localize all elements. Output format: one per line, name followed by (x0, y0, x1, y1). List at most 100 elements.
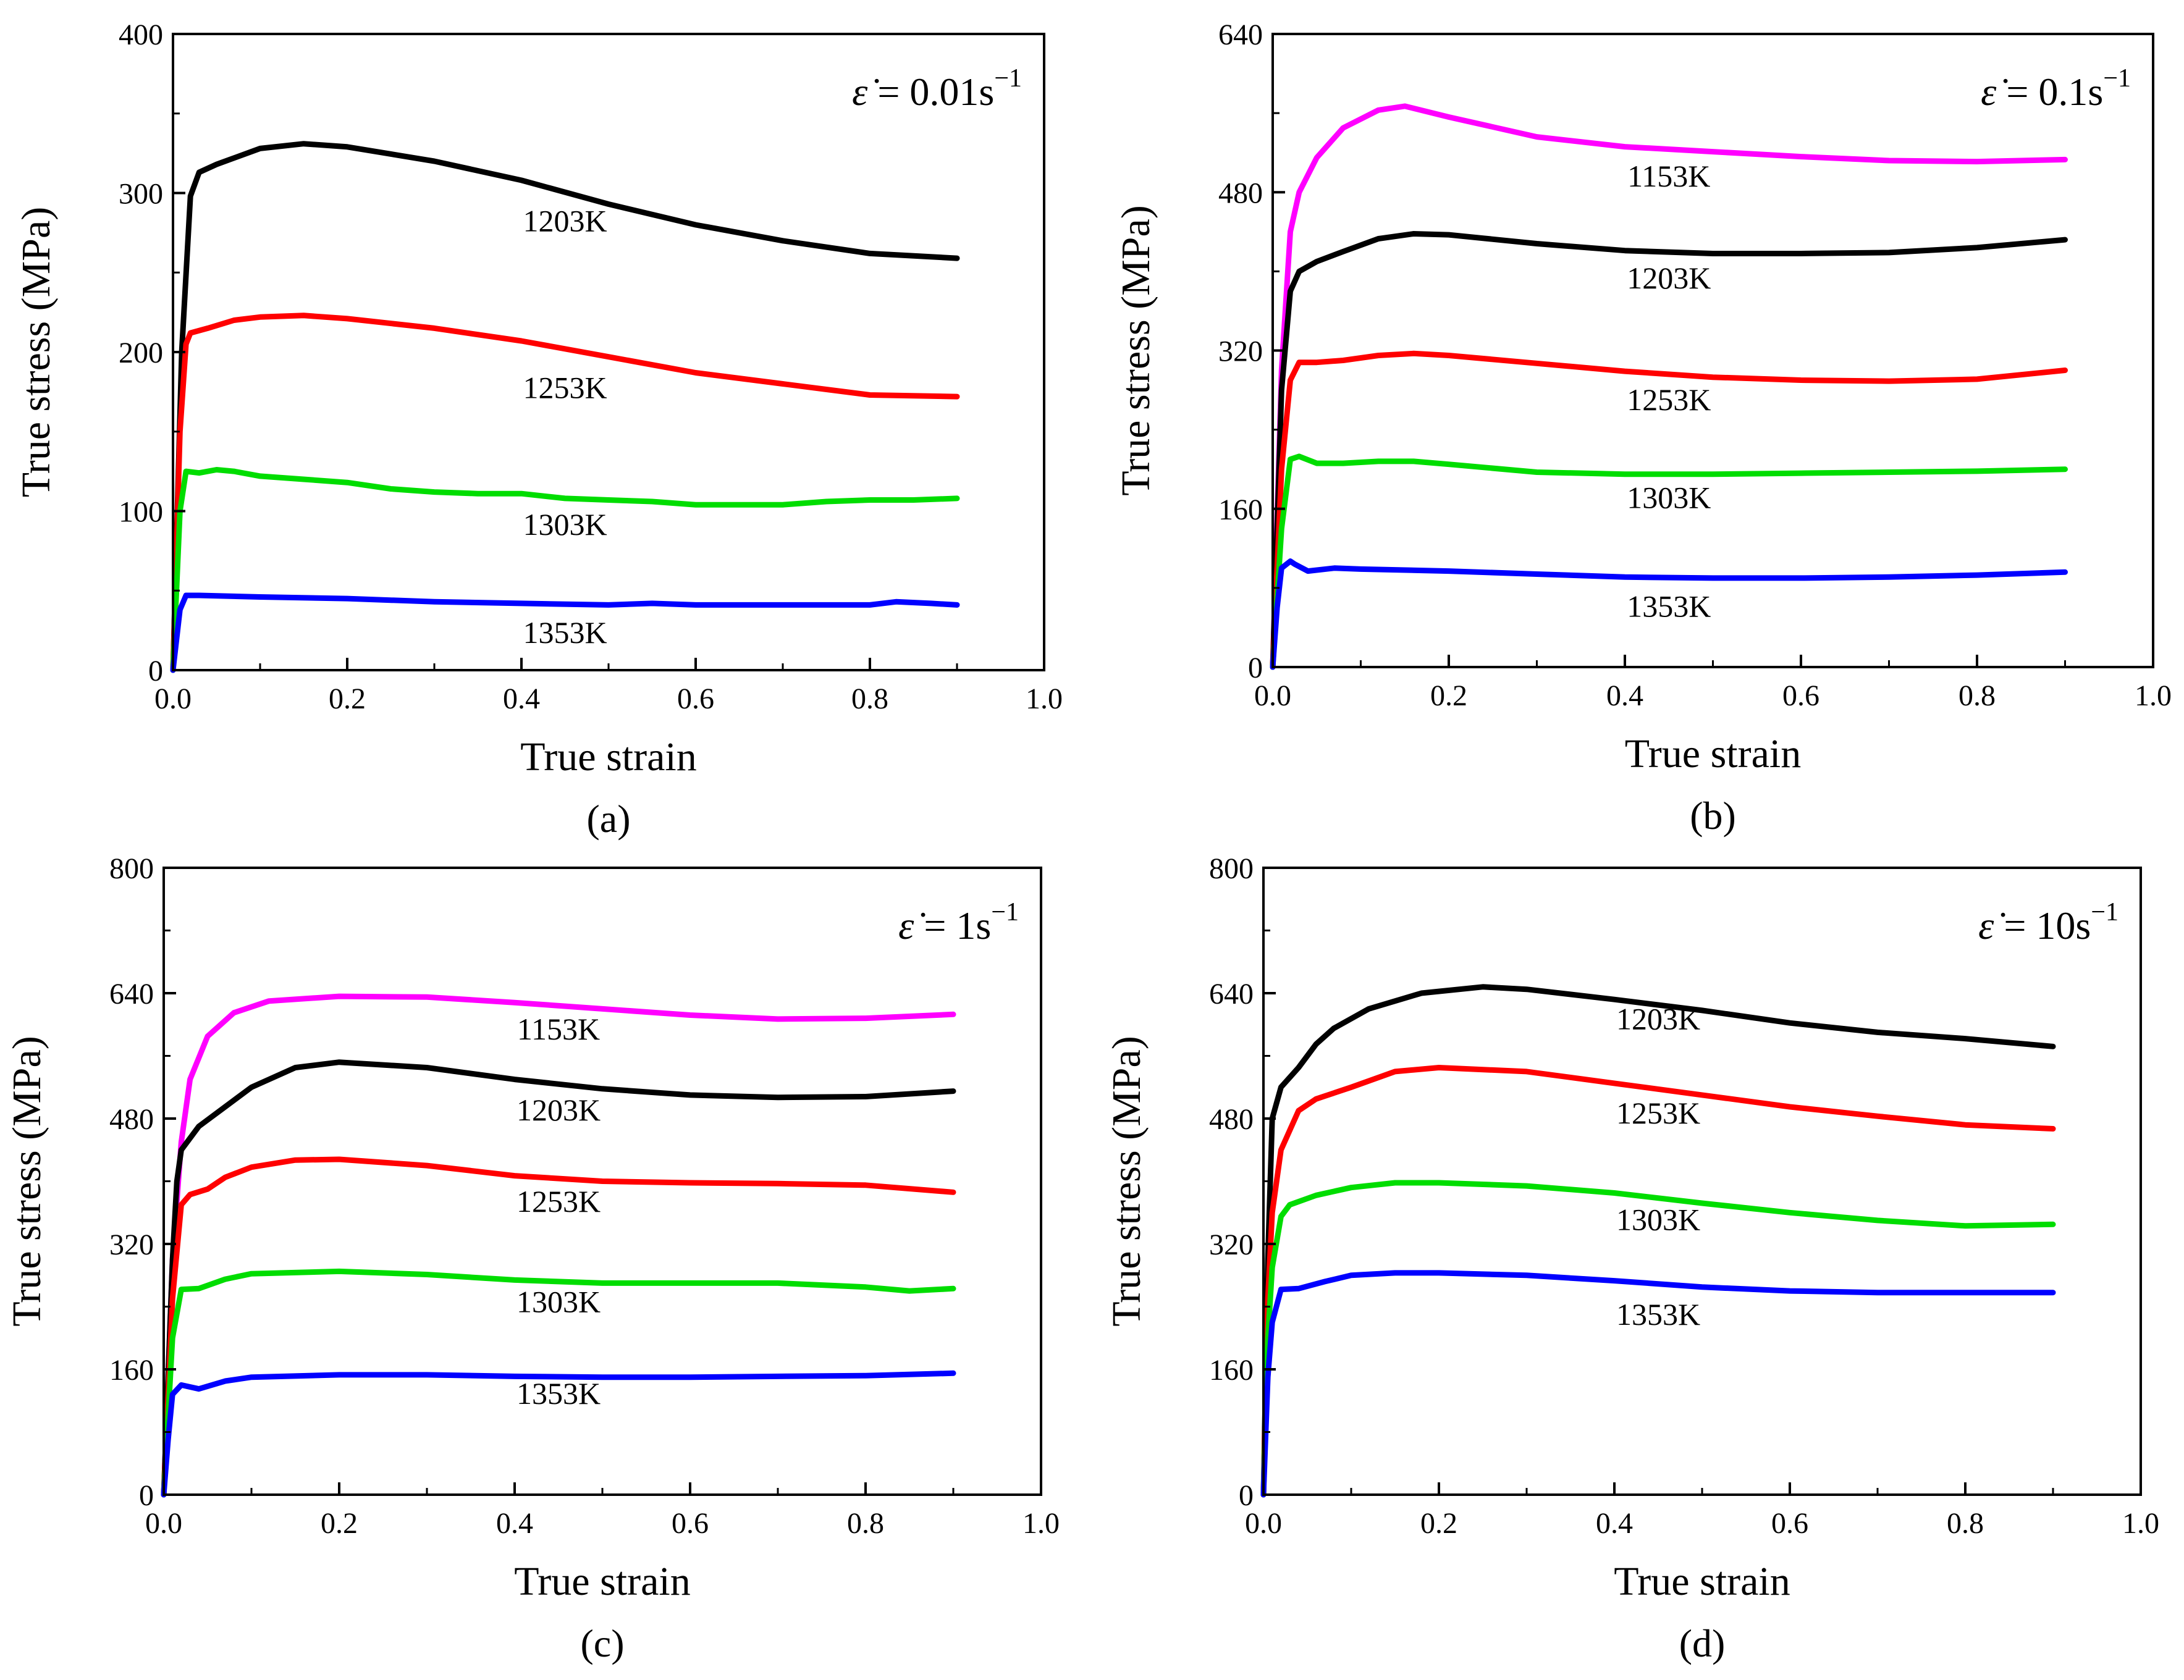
y-axis-title: True stress (MPa) (1113, 205, 1158, 496)
panels: 0.0 0.2 0.4 0.6 0.8 1.0 0 100 200 300 400 1203K 1253… (4, 19, 2172, 1665)
series-line-1253K (161, 1156, 956, 1498)
y-tick-label: 480 (1218, 177, 1263, 209)
x-axis-title: True strain (514, 1559, 690, 1604)
strain-rate-exponent: −1 (2103, 64, 2131, 93)
y-axis-title: True stress (MPa) (1104, 1036, 1149, 1327)
y-axis-title: True stress (MPa) (14, 207, 59, 498)
y-tick-label: 0 (139, 1479, 154, 1512)
series-label-1353K: 1353K (1616, 1297, 1700, 1332)
series-line-1203K (1260, 984, 2056, 1498)
y-tick-label: 0 (148, 655, 163, 687)
chart-panel-a: 0.0 0.2 0.4 0.6 0.8 1.0 0 100 200 300 400 1203K 1253… (14, 19, 1063, 841)
y-tick-label: 160 (1209, 1354, 1254, 1387)
y-tick-label: 0 (1239, 1479, 1254, 1512)
strain-rate-exponent: −1 (991, 898, 1019, 926)
x-tick-label: 0.0 (145, 1507, 182, 1540)
series-label-1203K: 1203K (523, 203, 607, 238)
y-tick-label: 320 (1209, 1228, 1254, 1261)
series-line-1153K (1270, 103, 2068, 670)
series-line-1253K (1260, 1065, 2056, 1498)
y-tick-label: 320 (109, 1228, 154, 1261)
x-tick-label: 1.0 (2135, 679, 2172, 712)
y-tick-label: 400 (119, 19, 163, 51)
series-label-1253K: 1253K (1627, 382, 1711, 417)
x-axis-title: True strain (520, 734, 696, 779)
series-label-1353K: 1353K (523, 615, 607, 650)
panel-label: (a) (586, 797, 630, 841)
strain-rate-annotation: ε̇ = 0.1s−1 (1981, 64, 2131, 114)
series-label-1253K: 1253K (516, 1184, 601, 1219)
series-line-1303K (170, 467, 960, 673)
y-tick-label: 640 (109, 978, 154, 1010)
series-label-1203K: 1203K (1616, 1002, 1700, 1036)
y-tick-label: 800 (109, 852, 154, 885)
series-line-1153K (161, 993, 956, 1498)
series-label-1303K: 1303K (523, 507, 607, 542)
x-tick-label: 0.4 (1606, 679, 1643, 712)
y-tick-label: 160 (1218, 494, 1263, 526)
panel-label: (b) (1690, 794, 1736, 838)
strain-rate-annotation: ε̇ = 10s−1 (1978, 898, 2119, 947)
y-tick-label: 640 (1209, 978, 1254, 1010)
series-line-1353K (1260, 1270, 2056, 1498)
series-line-1253K (1270, 350, 2068, 670)
strain-rate-exponent: −1 (2091, 898, 2119, 926)
series-label-1303K: 1303K (516, 1285, 601, 1319)
series-line-1203K (161, 1059, 956, 1498)
strain-rate-exponent: −1 (994, 64, 1022, 93)
series-label-1353K: 1353K (516, 1376, 601, 1411)
y-axis-title: True stress (MPa) (4, 1036, 49, 1327)
series-line-1253K (170, 313, 960, 673)
x-tick-label: 0.0 (1245, 1507, 1282, 1540)
series-label-1153K: 1153K (517, 1012, 600, 1046)
chart-panel-b: 0.0 0.2 0.4 0.6 0.8 1.0 0 160 320 480 640 1153K 1203… (1113, 19, 2172, 838)
x-axis-title: True strain (1625, 731, 1801, 776)
series-line-1353K (170, 592, 960, 673)
x-tick-label: 0.4 (503, 682, 540, 715)
series-line-1303K (1260, 1180, 2056, 1498)
strain-rate-value: = 10s (1994, 904, 2091, 947)
series-label-1203K: 1203K (1627, 261, 1711, 295)
x-tick-label: 0.2 (1420, 1507, 1457, 1540)
x-tick-label: 0.0 (154, 682, 192, 715)
x-tick-label: 0.4 (1596, 1507, 1633, 1540)
y-tick-label: 320 (1218, 335, 1263, 368)
series-label-1303K: 1303K (1616, 1202, 1700, 1237)
strain-rate-value: = 0.1s (1996, 70, 2103, 114)
y-tick-label: 480 (109, 1103, 154, 1136)
x-tick-label: 0.6 (677, 682, 714, 715)
series-line-1303K (1270, 453, 2068, 670)
x-tick-label: 0.6 (672, 1507, 709, 1540)
strain-rate-annotation: ε̇ = 1s−1 (898, 898, 1019, 947)
series-label-1253K: 1253K (1616, 1096, 1700, 1130)
series-label-1253K: 1253K (523, 371, 607, 405)
chart-panel-c: 0.0 0.2 0.4 0.6 0.8 1.0 0 160 320 480 640 800 1153K 1… (4, 852, 1060, 1665)
chart-panel-d: 0.0 0.2 0.4 0.6 0.8 1.0 0 160 320 480 640 800 1203K 1… (1104, 852, 2159, 1665)
x-tick-label: 0.8 (851, 682, 888, 715)
x-tick-label: 0.0 (1254, 679, 1291, 712)
x-tick-label: 0.8 (1947, 1507, 1984, 1540)
series-line-1203K (1270, 231, 2068, 670)
x-tick-label: 0.8 (847, 1507, 884, 1540)
x-tick-label: 0.2 (321, 1507, 358, 1540)
series-line-1203K (170, 141, 960, 673)
x-axis-title: True strain (1614, 1559, 1790, 1604)
series-label-1203K: 1203K (516, 1093, 601, 1127)
panel-label: (d) (1679, 1621, 1726, 1665)
x-tick-label: 0.4 (496, 1507, 533, 1540)
series-label-1353K: 1353K (1627, 589, 1711, 624)
y-tick-label: 0 (1248, 652, 1263, 684)
x-tick-label: 0.2 (1430, 679, 1467, 712)
series-line-1303K (161, 1268, 956, 1498)
y-tick-label: 480 (1209, 1103, 1254, 1136)
y-tick-label: 100 (119, 496, 163, 529)
x-tick-label: 0.6 (1771, 1507, 1808, 1540)
series-label-1153K: 1153K (1627, 159, 1710, 193)
strain-rate-value: = 1s (914, 904, 991, 947)
x-tick-label: 0.6 (1782, 679, 1819, 712)
panel-label: (c) (580, 1621, 624, 1665)
x-tick-label: 0.8 (1958, 679, 1996, 712)
x-tick-label: 1.0 (1022, 1507, 1060, 1540)
